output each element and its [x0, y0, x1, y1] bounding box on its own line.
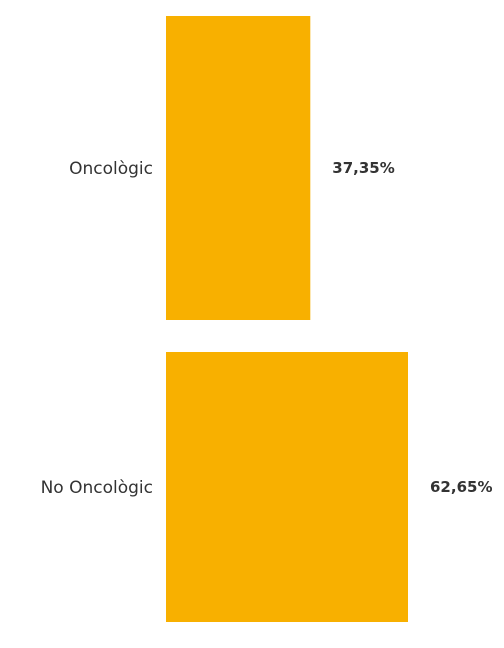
category-label-1: No Oncològic: [41, 478, 153, 498]
value-label-0: 37,35%: [332, 159, 394, 177]
bar-0: [166, 16, 311, 320]
bar-1: [166, 352, 408, 622]
value-label-1: 62,65%: [430, 478, 492, 496]
category-label-0: Oncològic: [69, 159, 153, 179]
